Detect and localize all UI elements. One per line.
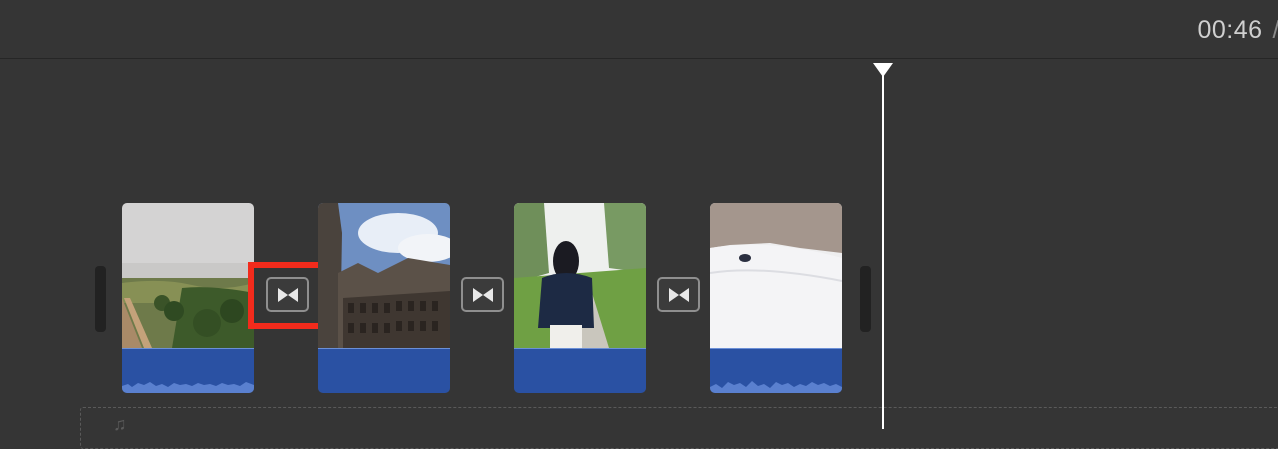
bowtie-transition-icon: [472, 287, 493, 302]
background-music-well[interactable]: [80, 407, 1278, 449]
playhead-handle[interactable]: [873, 63, 893, 77]
bowtie-transition-icon: [277, 287, 298, 302]
transition-button[interactable]: [266, 277, 309, 312]
clip-thumbnail: [318, 203, 450, 348]
music-note-icon: ♫: [113, 414, 127, 434]
clip-audio-waveform[interactable]: [710, 348, 842, 393]
video-clip-snowy-hill[interactable]: [710, 203, 842, 393]
clip-audio-track[interactable]: [514, 348, 646, 393]
clip-audio-waveform[interactable]: [122, 348, 254, 393]
current-time: 00:46: [1197, 16, 1263, 44]
time-separator: /: [1273, 16, 1278, 44]
clip-thumbnail: [710, 203, 842, 348]
transition-button[interactable]: [461, 277, 504, 312]
clip-thumbnail: [122, 203, 254, 348]
video-clip-gothic-building[interactable]: [318, 203, 450, 393]
timeline-end-handle[interactable]: [860, 266, 871, 332]
clip-thumbnail: [514, 203, 646, 348]
clip-audio-track[interactable]: [318, 348, 450, 393]
timeline[interactable]: ♫: [0, 59, 1278, 449]
video-clip-aerial-countryside[interactable]: [122, 203, 254, 393]
transition-button[interactable]: [657, 277, 700, 312]
timecode-display: 00:46 /: [1197, 16, 1278, 45]
playhead[interactable]: [882, 73, 884, 429]
video-clip-person-walking-path[interactable]: [514, 203, 646, 393]
toolbar: 00:46 /: [0, 0, 1278, 59]
bowtie-transition-icon: [668, 287, 689, 302]
transition-highlight-box: [248, 262, 329, 329]
timeline-start-handle[interactable]: [95, 266, 106, 332]
